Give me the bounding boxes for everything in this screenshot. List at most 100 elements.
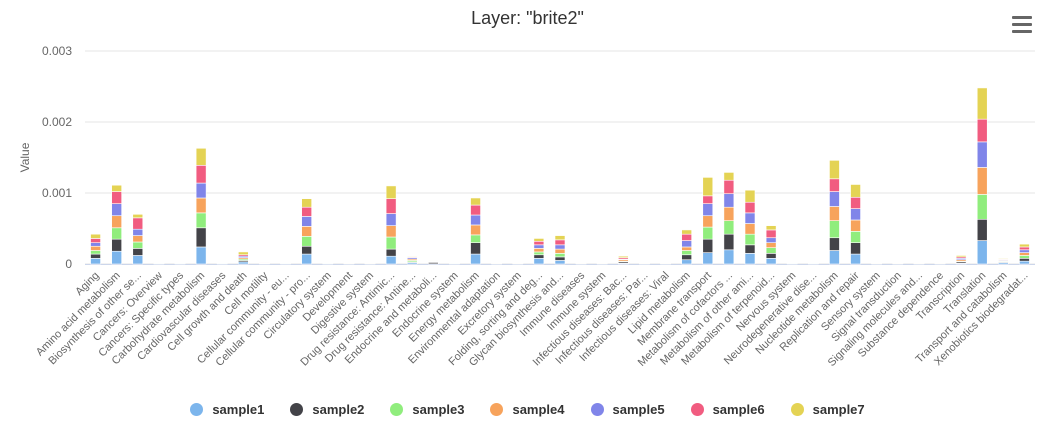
legend-item-sample4[interactable]: sample4 (490, 402, 565, 417)
bar-segment-sample2 (681, 254, 692, 261)
bar-segment-sample7 (132, 214, 144, 219)
bar-segment-sample1 (533, 258, 545, 265)
bar-segment-sample2 (195, 227, 207, 248)
bar-segment-sample4 (681, 246, 692, 251)
bar-segment-sample1 (385, 255, 397, 265)
bar-segment-sample3 (470, 234, 481, 243)
legend-item-sample5[interactable]: sample5 (590, 402, 665, 417)
bar-segment-sample3 (90, 250, 101, 255)
bar-segment-sample3 (195, 212, 207, 229)
bar-segment-sample6 (195, 165, 207, 184)
hamburger-menu-icon[interactable] (1012, 16, 1032, 34)
bar-segment-sample6 (301, 206, 312, 217)
bar-segment-sample6 (111, 191, 122, 204)
legend-item-sample3[interactable]: sample3 (390, 402, 464, 417)
bar-segment-sample1 (765, 258, 777, 265)
bar-segment-sample2 (90, 253, 101, 259)
bar-segment-sample7 (913, 262, 925, 264)
bar-segment-sample6 (90, 238, 101, 244)
bar-segment-sample2 (533, 254, 545, 259)
bar-segment-sample5 (111, 203, 122, 217)
bar-segment-sample7 (850, 184, 861, 198)
y-axis-label: Value (18, 142, 32, 172)
menu-line (1012, 16, 1032, 19)
legend-item-sample2[interactable]: sample2 (290, 402, 364, 417)
bar-segment-sample7 (808, 261, 819, 264)
bar-segment-sample7 (216, 261, 228, 264)
bar-segment-sample4 (744, 223, 756, 235)
bar-segment-sample3 (385, 236, 397, 250)
bar-segment-sample5 (554, 244, 566, 250)
bar-segment-sample7 (660, 262, 671, 264)
y-tick-label: 0.003 (42, 44, 72, 58)
bar-segment-sample2 (976, 218, 988, 241)
legend-label: sample6 (712, 402, 765, 417)
bar-segment-sample7 (280, 261, 291, 264)
bar-segment-sample7 (406, 255, 418, 258)
bar-segment-sample5 (744, 212, 756, 224)
y-tick-label: 0 (65, 257, 72, 271)
bar-segment-sample6 (976, 118, 988, 143)
bar-segment-sample7 (1019, 243, 1030, 248)
bar-segment-sample7 (829, 160, 840, 180)
bar-segment-sample3 (829, 220, 840, 239)
bar-segment-sample7 (259, 261, 270, 263)
bar-segment-sample1 (554, 260, 566, 265)
bar-segment-sample2 (301, 245, 312, 255)
bar-segment-sample2 (470, 242, 481, 255)
bar-segment-sample1 (850, 253, 861, 265)
bar-segment-sample7 (153, 261, 165, 264)
bar-segment-sample5 (850, 208, 861, 221)
bar-segment-sample5 (723, 193, 735, 208)
bar-segment-sample5 (385, 213, 397, 226)
bar-segment-sample3 (744, 233, 756, 246)
bar-segment-sample7 (618, 255, 629, 258)
bar-segment-sample6 (681, 233, 692, 241)
y-tick-label: 0.001 (42, 186, 72, 200)
legend-item-sample1[interactable]: sample1 (190, 402, 264, 417)
bar-segment-sample4 (723, 206, 735, 221)
legend-label: sample1 (212, 402, 265, 417)
bar-segment-sample1 (744, 253, 756, 265)
bar-segment-sample7 (238, 251, 249, 256)
bar-segment-sample7 (639, 262, 650, 264)
bar-segment-sample7 (765, 225, 777, 231)
bar-segment-sample3 (976, 194, 988, 220)
bar-segment-sample4 (1019, 252, 1030, 256)
bar-segment-sample7 (90, 233, 101, 239)
bar-segment-sample5 (470, 214, 481, 226)
bar-segment-sample7 (428, 260, 439, 262)
bar-segment-sample6 (470, 204, 481, 216)
bar-segment-sample6 (702, 195, 714, 204)
bar-segment-sample7 (449, 261, 460, 264)
bar-segment-sample3 (533, 251, 545, 256)
chart-legend: sample1 sample2 sample3 sample4 sample5 sampl… (0, 402, 1055, 417)
bar-segment-sample4 (976, 167, 988, 195)
y-tick-label: 0.002 (42, 115, 72, 129)
legend-item-sample6[interactable]: sample6 (690, 402, 765, 417)
menu-line (1012, 23, 1032, 26)
legend-marker (190, 403, 204, 416)
bar-segment-sample4 (765, 242, 777, 248)
legend-label: sample4 (512, 402, 565, 417)
bar-segment-sample4 (850, 219, 861, 232)
bar-segment-sample7 (871, 262, 882, 264)
legend-item-sample7[interactable]: sample7 (790, 402, 865, 417)
bar-segment-sample7 (575, 262, 587, 264)
bar-segment-sample1 (681, 259, 692, 265)
bar-segment-sample7 (322, 261, 334, 264)
bar-segment-sample1 (1019, 260, 1030, 265)
bar-segment-sample2 (829, 237, 840, 251)
bar-segment-sample5 (1019, 249, 1030, 253)
bar-segment-sample7 (111, 184, 122, 192)
bar-segment-sample7 (786, 261, 798, 264)
bar-segment-sample6 (1019, 246, 1030, 251)
bar-segment-sample3 (111, 227, 122, 240)
bar-segment-sample6 (765, 229, 777, 239)
bar-segment-sample6 (829, 178, 840, 192)
bar-segment-sample6 (850, 196, 861, 209)
bar-segment-sample3 (132, 241, 144, 249)
bar-segment-sample7 (702, 177, 714, 197)
bar-segment-sample3 (681, 250, 692, 256)
bar-segment-sample4 (385, 225, 397, 238)
